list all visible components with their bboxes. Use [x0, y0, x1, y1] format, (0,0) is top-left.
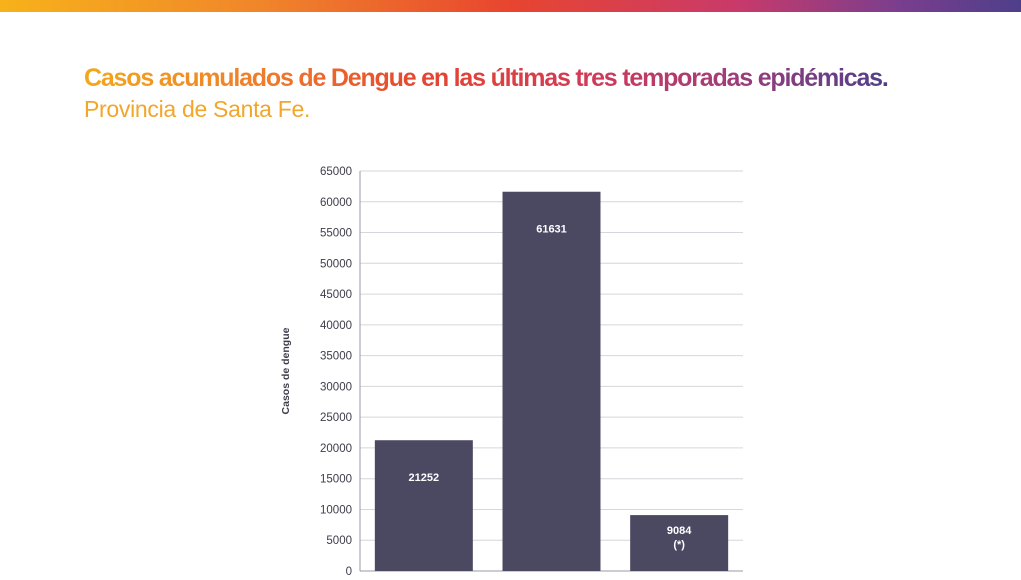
bar-value-label: 9084 [667, 525, 692, 537]
y-tick-label: 35000 [320, 351, 352, 363]
bar-3 [630, 515, 729, 571]
y-axis-ticks: 0 5000 10000 15000 20000 25000 30000 35000 40000… [320, 166, 352, 578]
y-tick-label: 10000 [320, 504, 352, 516]
bar-1 [374, 440, 473, 571]
y-tick-label: 40000 [320, 320, 352, 332]
page-title: Casos acumulados de Dengue en las última… [84, 64, 889, 92]
y-tick-label: 0 [346, 566, 352, 578]
y-tick-label: 30000 [320, 381, 352, 393]
y-tick-label: 65000 [320, 166, 352, 178]
bars: 21252 61631 9084 (*) [374, 191, 729, 572]
y-tick-label: 25000 [320, 412, 352, 424]
y-tick-label: 60000 [320, 197, 352, 209]
y-tick-label: 55000 [320, 228, 352, 240]
y-tick-label: 20000 [320, 443, 352, 455]
y-tick-label: 15000 [320, 474, 352, 486]
bar-2 [502, 191, 601, 572]
bar-value-label: 21252 [409, 472, 440, 484]
y-axis-label: Casos de dengue [280, 327, 292, 414]
y-tick-label: 5000 [326, 535, 352, 547]
page-subtitle: Provincia de Santa Fe. [84, 96, 311, 122]
bar-value-label: 61631 [536, 224, 567, 236]
top-gradient-bar [0, 0, 1021, 12]
y-tick-label: 45000 [320, 289, 352, 301]
y-tick-label: 50000 [320, 258, 352, 270]
bar-note-label: (*) [673, 539, 685, 551]
